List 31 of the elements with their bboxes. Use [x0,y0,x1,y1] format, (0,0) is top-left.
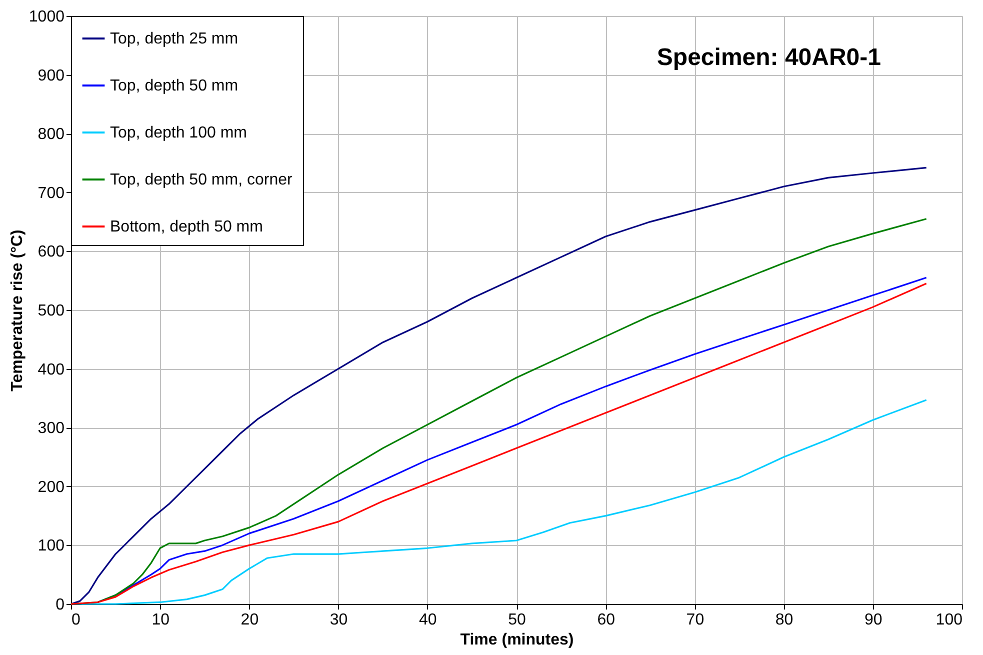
legend-label: Bottom, depth 50 mm [110,218,263,236]
y-tick-label: 1000 [28,8,65,26]
x-tick-label: 90 [864,612,882,628]
y-axis-title: Temperature rise (°C) [8,230,26,392]
x-tick-label: 40 [419,612,437,628]
x-tick-label: 30 [330,612,348,628]
annotation: Specimen: 40AR0-1 [656,44,881,71]
x-tick-label: 70 [686,612,704,628]
y-tick-label: 300 [38,420,65,438]
x-tick-label: 10 [152,612,170,628]
x-tick-label: 80 [775,612,794,628]
y-tick-label: 500 [38,302,65,320]
x-tick-label: 0 [72,612,80,628]
y-tick-label: 600 [38,244,65,261]
x-axis-title: Time (minutes) [460,632,574,648]
x-tick-label: 100 [936,612,963,628]
y-tick-label: 400 [38,361,65,378]
x-tick-label: 50 [508,612,526,628]
x-tick-label: 60 [597,612,616,628]
line-series [70,399,928,605]
y-tick-label: 100 [38,538,65,555]
legend-label: Top, depth 50 mm, corner [110,172,293,188]
x-tick-label: 20 [240,612,259,628]
legend-label: Top, depth 25 mm [110,30,238,48]
y-tick-label: 700 [38,184,65,202]
y-tick-label: 900 [38,67,65,84]
legend-label: Top, depth 100 mm [110,124,247,142]
y-tick-label: 0 [56,596,65,614]
legend-label: Top, depth 50 mm [110,78,238,94]
y-tick-label: 800 [38,126,65,144]
y-tick-label: 200 [38,478,65,496]
